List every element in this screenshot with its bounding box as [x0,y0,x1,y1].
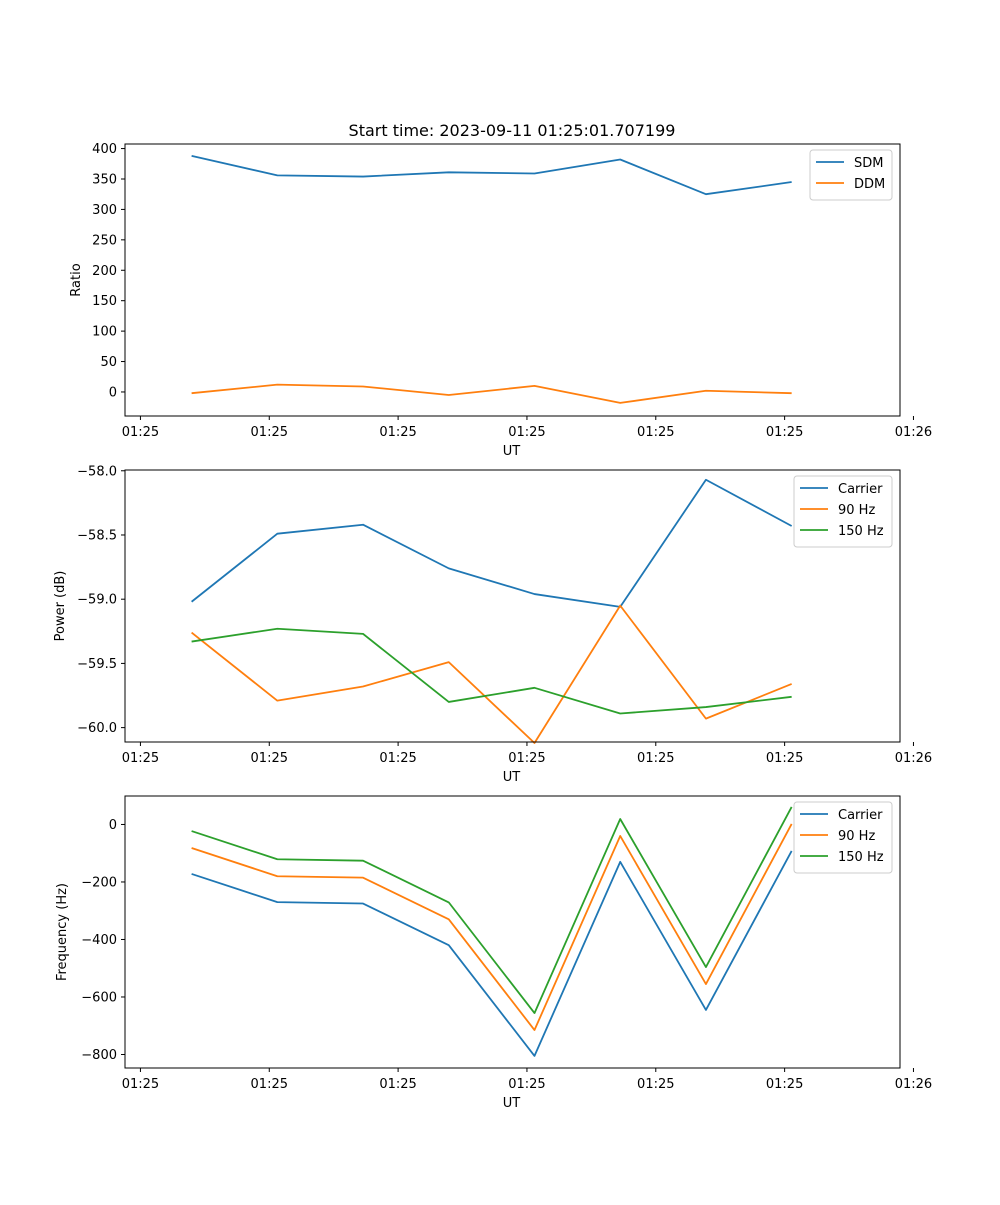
y-tick-label: 100 [92,325,117,340]
legend-label: Carrier [838,808,883,823]
x-tick-label: 01:26 [895,1077,932,1092]
y-tick-label: −800 [81,1048,117,1063]
x-tick-label: 01:25 [251,751,288,766]
series-line-150-hz [191,806,793,1014]
legend-label: Carrier [838,482,883,497]
y-tick-label: −60.0 [77,721,117,736]
x-tick-label: 01:25 [508,425,545,440]
series-line-sdm [191,154,792,196]
y-tick-label: −58.0 [77,464,117,479]
x-axis-label: UT [503,444,521,459]
panel-2: 01:25 01:25 01:25 01:25 01:25 01:25 01:26 −60.0… [53,464,932,785]
y-tick-label: 50 [100,355,117,370]
series-line-carrier [191,478,793,608]
panel-3: 01:25 01:25 01:25 01:25 01:25 01:25 01:26 −800 −… [55,795,932,1111]
y-tick-label: 350 [92,172,117,187]
y-tick-label: 150 [92,294,117,309]
x-tick-label: 01:26 [895,751,932,766]
x-tick-label: 01:25 [766,1077,803,1092]
x-tick-label: 01:25 [122,1077,159,1092]
x-tick-label: 01:25 [122,751,159,766]
legend: Carrier 90 Hz 150 Hz [793,801,893,874]
y-tick-label: −59.5 [77,657,117,672]
panel-1: 01:25 01:25 01:25 01:25 01:25 01:25 01:26 0 50 10… [69,142,932,459]
x-tick-label: 01:25 [637,425,674,440]
y-axis-label: Power (dB) [53,571,68,642]
plot-frame [124,143,901,417]
series-line-carrier [191,850,793,1057]
x-axis-label: UT [503,1096,521,1111]
legend-label: 90 Hz [838,829,875,844]
y-tick-label: 200 [92,264,117,279]
x-axis-label: UT [503,770,521,785]
legend-label: SDM [854,156,883,171]
figure-title: Start time: 2023-09-11 01:25:01.707199 [349,121,676,140]
y-tick-label: −59.0 [77,593,117,608]
x-tick-label: 01:25 [379,425,416,440]
y-tick-label: −400 [81,933,117,948]
series-line-150-hz [191,627,792,715]
chart-panels: 01:25 01:25 01:25 01:25 01:25 01:25 01:26 0 50 10… [53,142,932,1111]
legend-label: 150 Hz [838,524,884,539]
x-tick-label: 01:25 [637,1077,674,1092]
legend-label: DDM [854,177,885,192]
y-tick-label: 300 [92,203,117,218]
x-tick-label: 01:25 [766,751,803,766]
x-tick-label: 01:26 [895,425,932,440]
x-tick-label: 01:25 [379,1077,416,1092]
series-line-90-hz [191,604,792,744]
x-tick-label: 01:25 [379,751,416,766]
legend: SDM DDM [809,149,893,201]
legend: Carrier 90 Hz 150 Hz [793,475,893,548]
x-tick-label: 01:25 [637,751,674,766]
plot-frame [124,469,901,743]
x-tick-label: 01:25 [766,425,803,440]
y-tick-label: −600 [81,990,117,1005]
x-tick-label: 01:25 [508,751,545,766]
series-line-ddm [191,383,792,404]
y-tick-label: 400 [92,142,117,157]
y-tick-label: −200 [81,875,117,890]
y-tick-label: 250 [92,233,117,248]
x-tick-label: 01:25 [508,1077,545,1092]
y-tick-label: 0 [109,385,117,400]
legend-label: 150 Hz [838,850,884,865]
x-tick-label: 01:25 [251,425,288,440]
y-axis-label: Frequency (Hz) [55,883,70,981]
y-axis-label: Ratio [69,263,84,296]
y-tick-label: 0 [109,818,117,833]
legend-label: 90 Hz [838,503,875,518]
plot-frame [124,795,901,1069]
x-tick-label: 01:25 [122,425,159,440]
x-tick-label: 01:25 [251,1077,288,1092]
y-tick-label: −58.5 [77,528,117,543]
series-line-90-hz [191,823,793,1031]
